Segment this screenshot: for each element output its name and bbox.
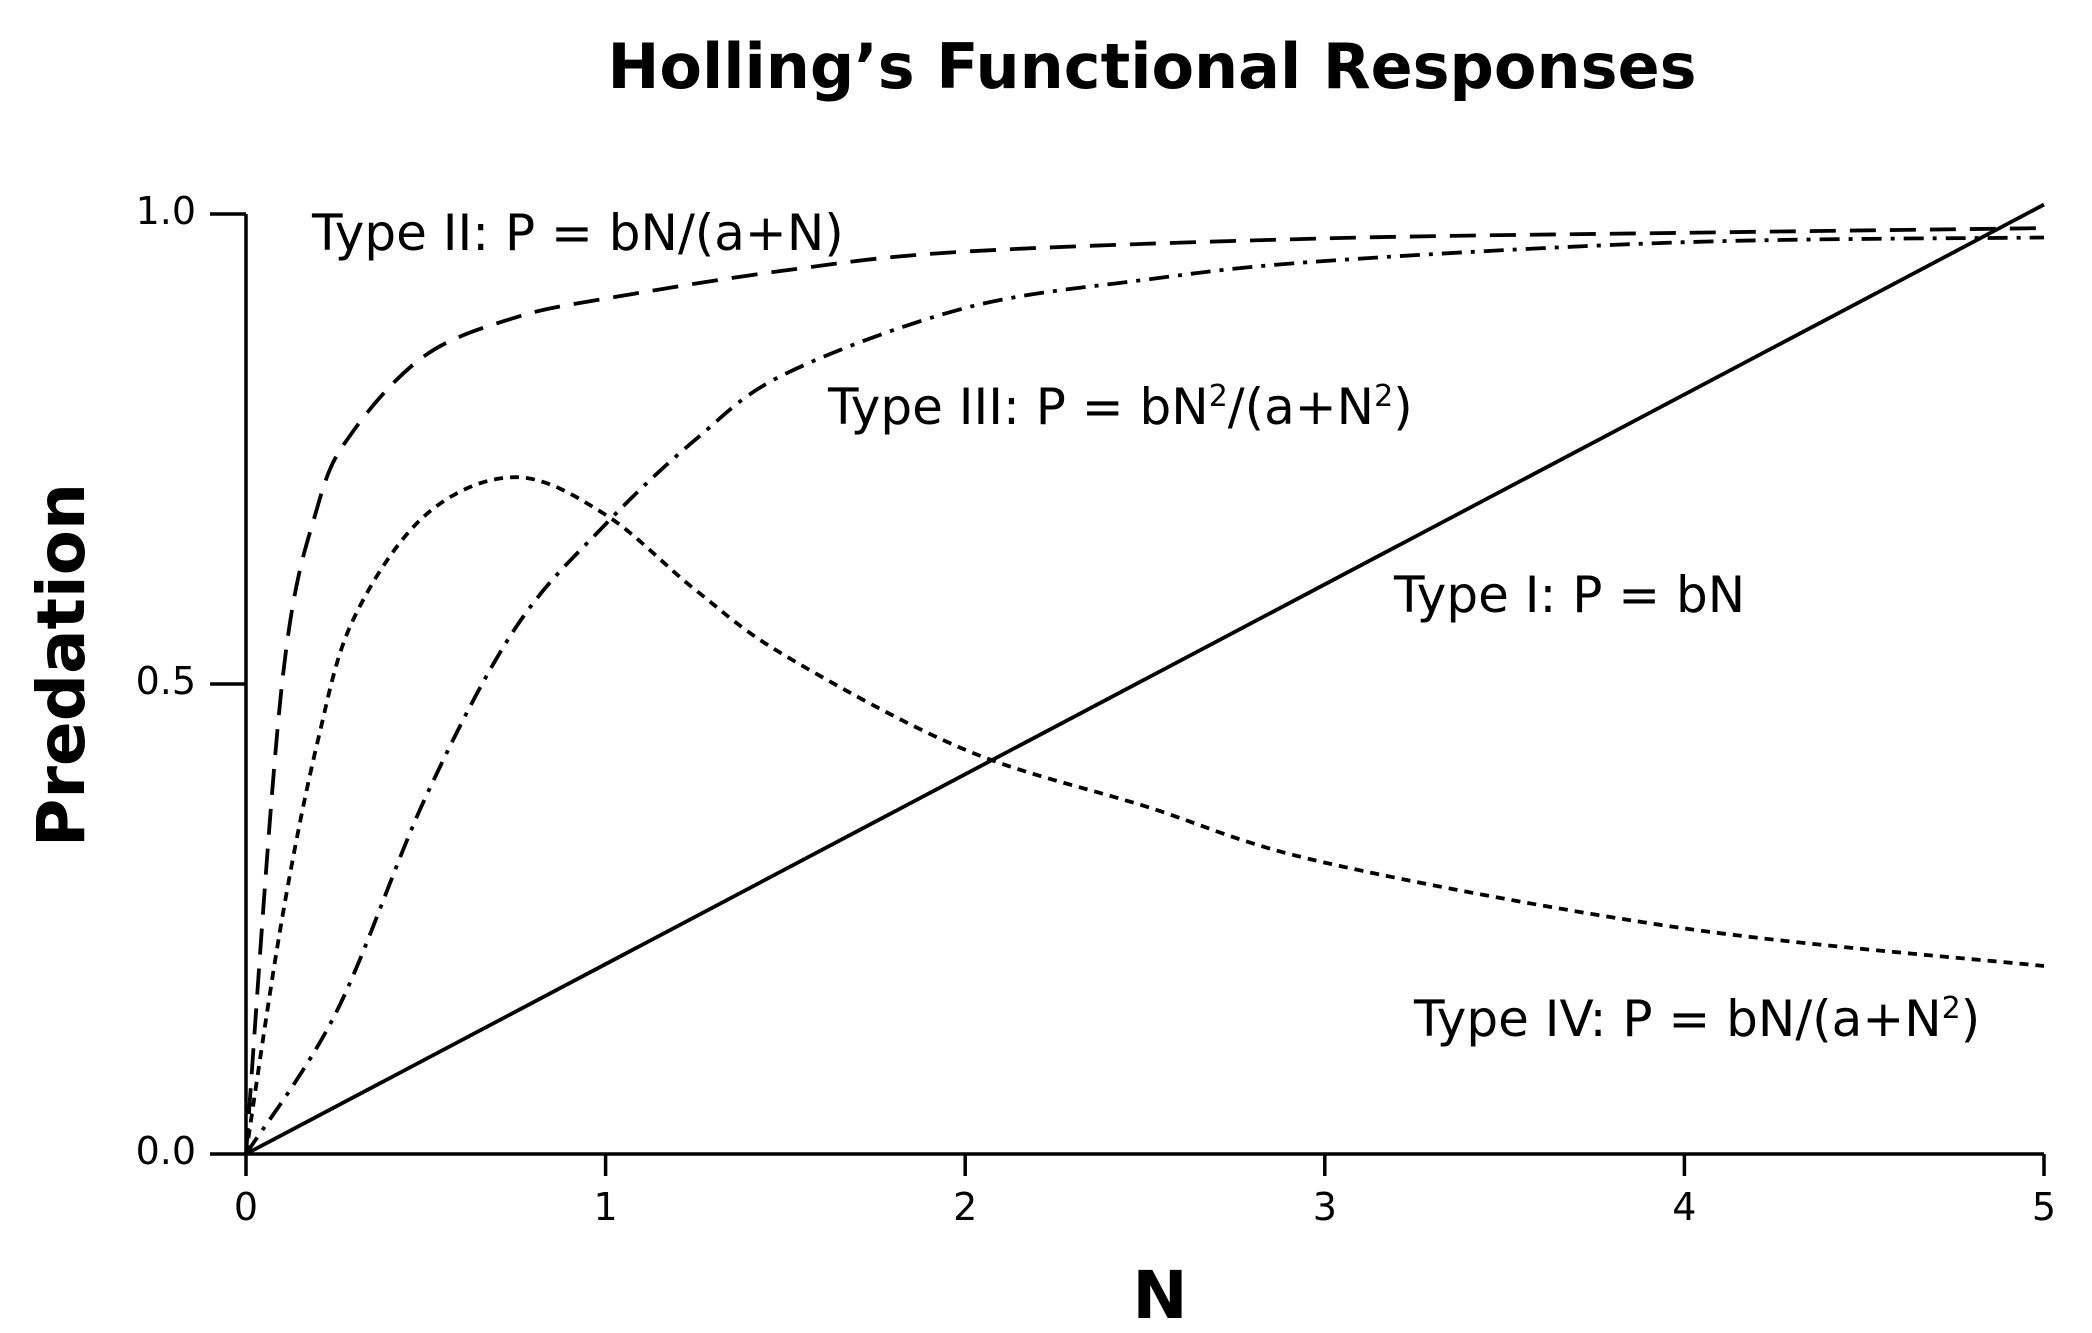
x-tick-label: 0 xyxy=(234,1185,258,1229)
annotation-type-iv-end: ) xyxy=(1961,990,1981,1048)
annotation-type-i-text: Type I: P = bN xyxy=(1393,566,1745,624)
annotation-type-iii-sup-2: 2 xyxy=(1374,379,1393,414)
annotation-type-iv-sup-1: 2 xyxy=(1942,991,1961,1026)
x-tick-label: 4 xyxy=(1672,1185,1696,1229)
x-ticks: 0 1 2 3 4 5 xyxy=(234,1154,2056,1229)
annotation-type-ii-text: Type II: P = bN/(a+N) xyxy=(311,204,844,262)
y-tick-label: 0.0 xyxy=(136,1129,196,1173)
series-type-i-line xyxy=(245,202,2045,1156)
x-tick-label: 3 xyxy=(1313,1185,1337,1229)
annotation-type-iii-mid: /(a+N xyxy=(1228,378,1374,436)
annotation-type-iii-sup-1: 2 xyxy=(1209,379,1228,414)
x-tick-label: 5 xyxy=(2032,1185,2056,1229)
annotation-type-iii: Type III: P = bN2/(a+N2) xyxy=(827,378,1413,436)
annotation-type-ii: Type II: P = bN/(a+N) xyxy=(311,204,844,262)
annotation-type-iv-main: Type IV: P = bN/(a+N xyxy=(1413,990,1942,1048)
y-tick-label: 0.5 xyxy=(136,659,196,703)
y-ticks: 0.0 0.5 1.0 xyxy=(136,189,246,1173)
chart-title: Holling’s Functional Responses xyxy=(607,30,1696,103)
annotation-type-i: Type I: P = bN xyxy=(1393,566,1745,624)
series-type-iv-line xyxy=(244,475,2045,1155)
y-axis-label: Predation xyxy=(23,483,100,847)
annotation-type-iii-main: Type III: P = bN xyxy=(827,378,1209,436)
x-tick-label: 1 xyxy=(594,1185,618,1229)
series-type-ii-line xyxy=(244,226,2045,1155)
x-tick-label: 2 xyxy=(953,1185,977,1229)
y-tick-label: 1.0 xyxy=(136,189,196,233)
series-group xyxy=(244,202,2045,1156)
x-axis-label: N xyxy=(1132,1257,1187,1333)
annotation-type-iv: Type IV: P = bN/(a+N2) xyxy=(1413,990,1980,1048)
annotation-type-iii-end: ) xyxy=(1393,378,1413,436)
